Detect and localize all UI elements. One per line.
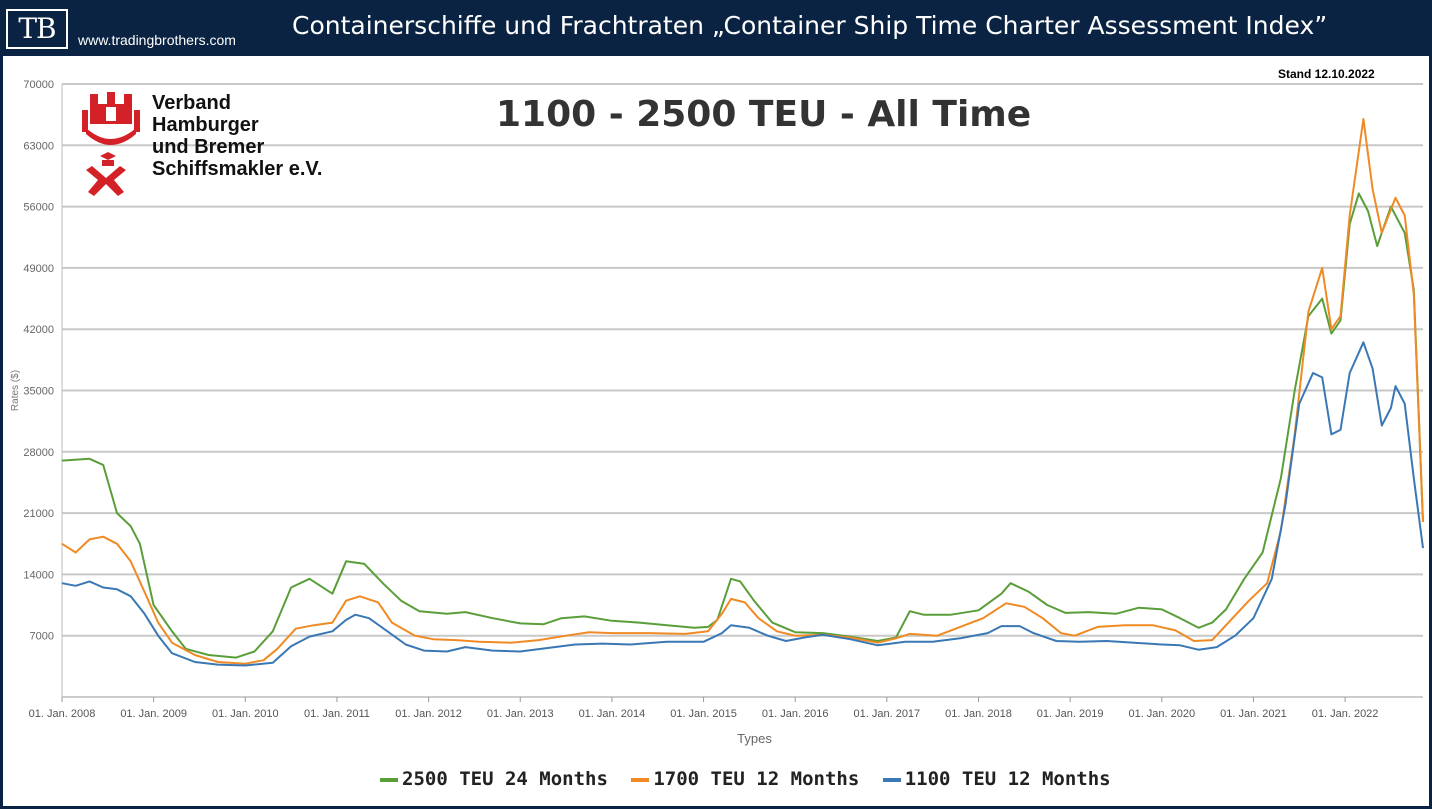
chart-title: 1100 - 2500 TEU - All Time — [496, 94, 1032, 135]
y-tick-label: 14000 — [23, 569, 54, 581]
org-name-line: und Bremer — [152, 136, 265, 158]
x-tick-label: 01. Jan. 2021 — [1220, 708, 1287, 720]
org-coat-of-arms-icon — [82, 92, 140, 196]
legend-item: 2500 TEU 24 Months — [380, 768, 608, 790]
y-tick-label: 56000 — [23, 202, 54, 214]
x-tick-label: 01. Jan. 2011 — [304, 708, 370, 720]
x-tick-label: 01. Jan. 2022 — [1312, 708, 1379, 720]
org-name-line: Verband — [152, 92, 231, 114]
y-tick-label: 7000 — [30, 631, 54, 643]
x-tick-label: 01. Jan. 2016 — [762, 708, 829, 720]
legend-label: 1700 TEU 12 Months — [653, 768, 860, 790]
org-name-line: Schiffsmakler e.V. — [152, 158, 323, 180]
page-title: Containerschiffe und Frachtraten „Contai… — [292, 11, 1328, 40]
y-tick-label: 35000 — [23, 386, 54, 398]
legend: 2500 TEU 24 Months 1700 TEU 12 Months 11… — [380, 768, 1123, 790]
header-bar: TB www.tradingbrothers.com Containerschi… — [0, 0, 1432, 56]
series-line-1 — [61, 192, 1424, 659]
y-axis-label: Rates ($) — [10, 370, 21, 411]
x-tick-label: 01. Jan. 2008 — [29, 708, 96, 720]
x-tick-label: 01. Jan. 2013 — [487, 708, 554, 720]
x-tick-label: 01. Jan. 2012 — [395, 708, 462, 720]
legend-label: 2500 TEU 24 Months — [402, 768, 608, 790]
site-url: www.tradingbrothers.com — [78, 32, 236, 48]
x-tick-label: 01. Jan. 2017 — [854, 708, 921, 720]
x-tick-label: 01. Jan. 2009 — [120, 708, 187, 720]
x-tick-label: 01. Jan. 2010 — [212, 708, 279, 720]
y-tick-label: 21000 — [23, 508, 54, 520]
x-tick-label: 01. Jan. 2018 — [945, 708, 1012, 720]
tradingbrothers-logo: TB — [6, 9, 68, 49]
y-tick-label: 63000 — [23, 140, 54, 152]
date-stamp: Stand 12.10.2022 — [1278, 67, 1375, 81]
x-tick-label: 01. Jan. 2015 — [670, 708, 737, 720]
legend-item: 1100 TEU 12 Months — [882, 768, 1111, 790]
y-tick-label: 49000 — [23, 263, 54, 275]
y-tick-label: 42000 — [23, 324, 54, 336]
chart-panel — [3, 56, 1429, 806]
legend-swatch — [380, 777, 398, 782]
legend-item: 1700 TEU 12 Months — [631, 768, 859, 790]
y-tick-label: 28000 — [23, 447, 54, 459]
x-tick-label: 01. Jan. 2014 — [579, 708, 646, 720]
org-name: Verband Hamburger und Bremer Schiffsmakl… — [152, 92, 322, 180]
org-name-line: Hamburger — [152, 114, 259, 136]
series-line-3 — [61, 341, 1424, 667]
legend-label: 1100 TEU 12 Months — [904, 768, 1111, 790]
legend-swatch — [631, 777, 650, 782]
x-axis-label: Types — [737, 731, 772, 746]
x-tick-label: 01. Jan. 2019 — [1037, 708, 1104, 720]
x-tick-label: 01. Jan. 2020 — [1128, 708, 1195, 720]
y-tick-label: 70000 — [23, 79, 54, 91]
legend-swatch — [882, 777, 901, 782]
